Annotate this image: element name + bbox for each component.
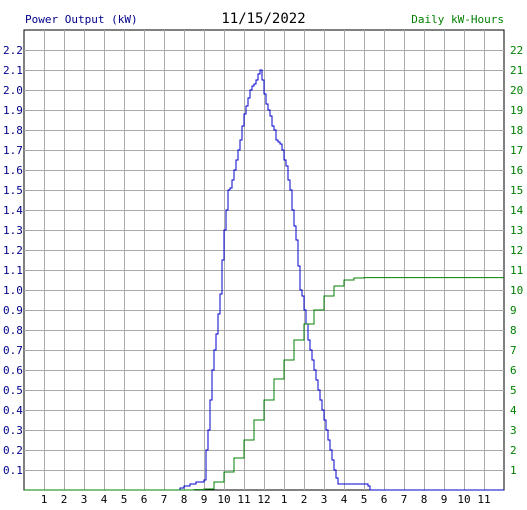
x-tick-label: 10 <box>457 493 470 506</box>
left-tick-label: 0.8 <box>3 324 23 337</box>
left-tick-label: 0.2 <box>3 444 23 457</box>
right-tick-label: 5 <box>510 384 517 397</box>
right-tick-label: 2 <box>510 444 517 457</box>
x-tick-label: 4 <box>341 493 348 506</box>
x-tick-label: 4 <box>101 493 108 506</box>
left-tick-label: 2.0 <box>3 84 23 97</box>
right-tick-label: 15 <box>510 184 523 197</box>
x-axis-ticks: 1 2 3 4 5 6 7 8 9 10 11 12 1 2 3 4 5 6 7 8 9 10 11 <box>41 493 491 506</box>
left-tick-label: 1.2 <box>3 244 23 257</box>
x-tick-label: 11 <box>477 493 490 506</box>
right-tick-label: 18 <box>510 124 523 137</box>
left-tick-label: 0.5 <box>3 384 23 397</box>
left-tick-label: 1.9 <box>3 104 23 117</box>
right-tick-label: 1 <box>510 464 517 477</box>
left-tick-label: 1.8 <box>3 124 23 137</box>
right-tick-label: 14 <box>510 204 524 217</box>
x-tick-label: 1 <box>281 493 288 506</box>
x-tick-label: 1 <box>41 493 48 506</box>
x-tick-label: 10 <box>217 493 230 506</box>
right-tick-label: 6 <box>510 364 517 377</box>
x-tick-label: 9 <box>441 493 448 506</box>
left-tick-label: 2.2 <box>3 44 23 57</box>
left-axis-title: Power Output (kW) <box>25 13 138 26</box>
x-tick-label: 9 <box>201 493 208 506</box>
right-tick-label: 13 <box>510 224 523 237</box>
chart-title: 11/15/2022 <box>221 11 306 27</box>
x-tick-label: 2 <box>301 493 308 506</box>
left-tick-label: 1.1 <box>3 264 23 277</box>
x-tick-label: 7 <box>161 493 168 506</box>
right-tick-label: 22 <box>510 44 523 57</box>
x-tick-label: 5 <box>121 493 128 506</box>
x-tick-label: 5 <box>361 493 368 506</box>
right-tick-label: 9 <box>510 304 517 317</box>
right-tick-label: 19 <box>510 104 523 117</box>
x-tick-label: 8 <box>181 493 188 506</box>
series-group <box>24 69 504 491</box>
left-tick-label: 1.3 <box>3 224 23 237</box>
right-tick-label: 17 <box>510 144 523 157</box>
left-tick-label: 1.0 <box>3 284 23 297</box>
right-axis-title: Daily kW-Hours <box>411 13 504 26</box>
x-tick-label: 12 <box>257 493 270 506</box>
left-tick-label: 1.4 <box>3 204 23 217</box>
right-tick-label: 12 <box>510 244 523 257</box>
x-tick-label: 3 <box>321 493 328 506</box>
x-tick-label: 8 <box>421 493 428 506</box>
x-tick-label: 3 <box>81 493 88 506</box>
left-tick-label: 0.7 <box>3 344 23 357</box>
x-tick-label: 7 <box>401 493 408 506</box>
left-tick-label: 2.1 <box>3 64 23 77</box>
right-tick-label: 7 <box>510 344 517 357</box>
left-tick-label: 0.9 <box>3 304 23 317</box>
left-tick-label: 0.4 <box>3 404 23 417</box>
right-tick-label: 4 <box>510 404 517 417</box>
left-tick-label: 0.1 <box>3 464 23 477</box>
left-tick-label: 0.6 <box>3 364 23 377</box>
x-tick-label: 2 <box>61 493 68 506</box>
x-tick-label: 11 <box>237 493 250 506</box>
right-tick-label: 16 <box>510 164 523 177</box>
series-line-power-output <box>24 69 504 491</box>
right-tick-label: 10 <box>510 284 523 297</box>
x-tick-label: 6 <box>381 493 388 506</box>
right-tick-label: 11 <box>510 264 523 277</box>
right-tick-label: 20 <box>510 84 523 97</box>
right-tick-label: 3 <box>510 424 517 437</box>
left-axis-ticks: 0.1 0.2 0.3 0.4 0.5 0.6 0.7 0.8 0.9 1.0 1.1 1.2 1.3 1… <box>3 44 23 477</box>
left-tick-label: 0.3 <box>3 424 23 437</box>
right-tick-label: 8 <box>510 324 517 337</box>
right-tick-label: 21 <box>510 64 523 77</box>
left-tick-label: 1.6 <box>3 164 23 177</box>
x-tick-label: 6 <box>141 493 148 506</box>
left-tick-label: 1.7 <box>3 144 23 157</box>
series-line-daily-kwh <box>24 277 504 491</box>
left-tick-label: 1.5 <box>3 184 23 197</box>
